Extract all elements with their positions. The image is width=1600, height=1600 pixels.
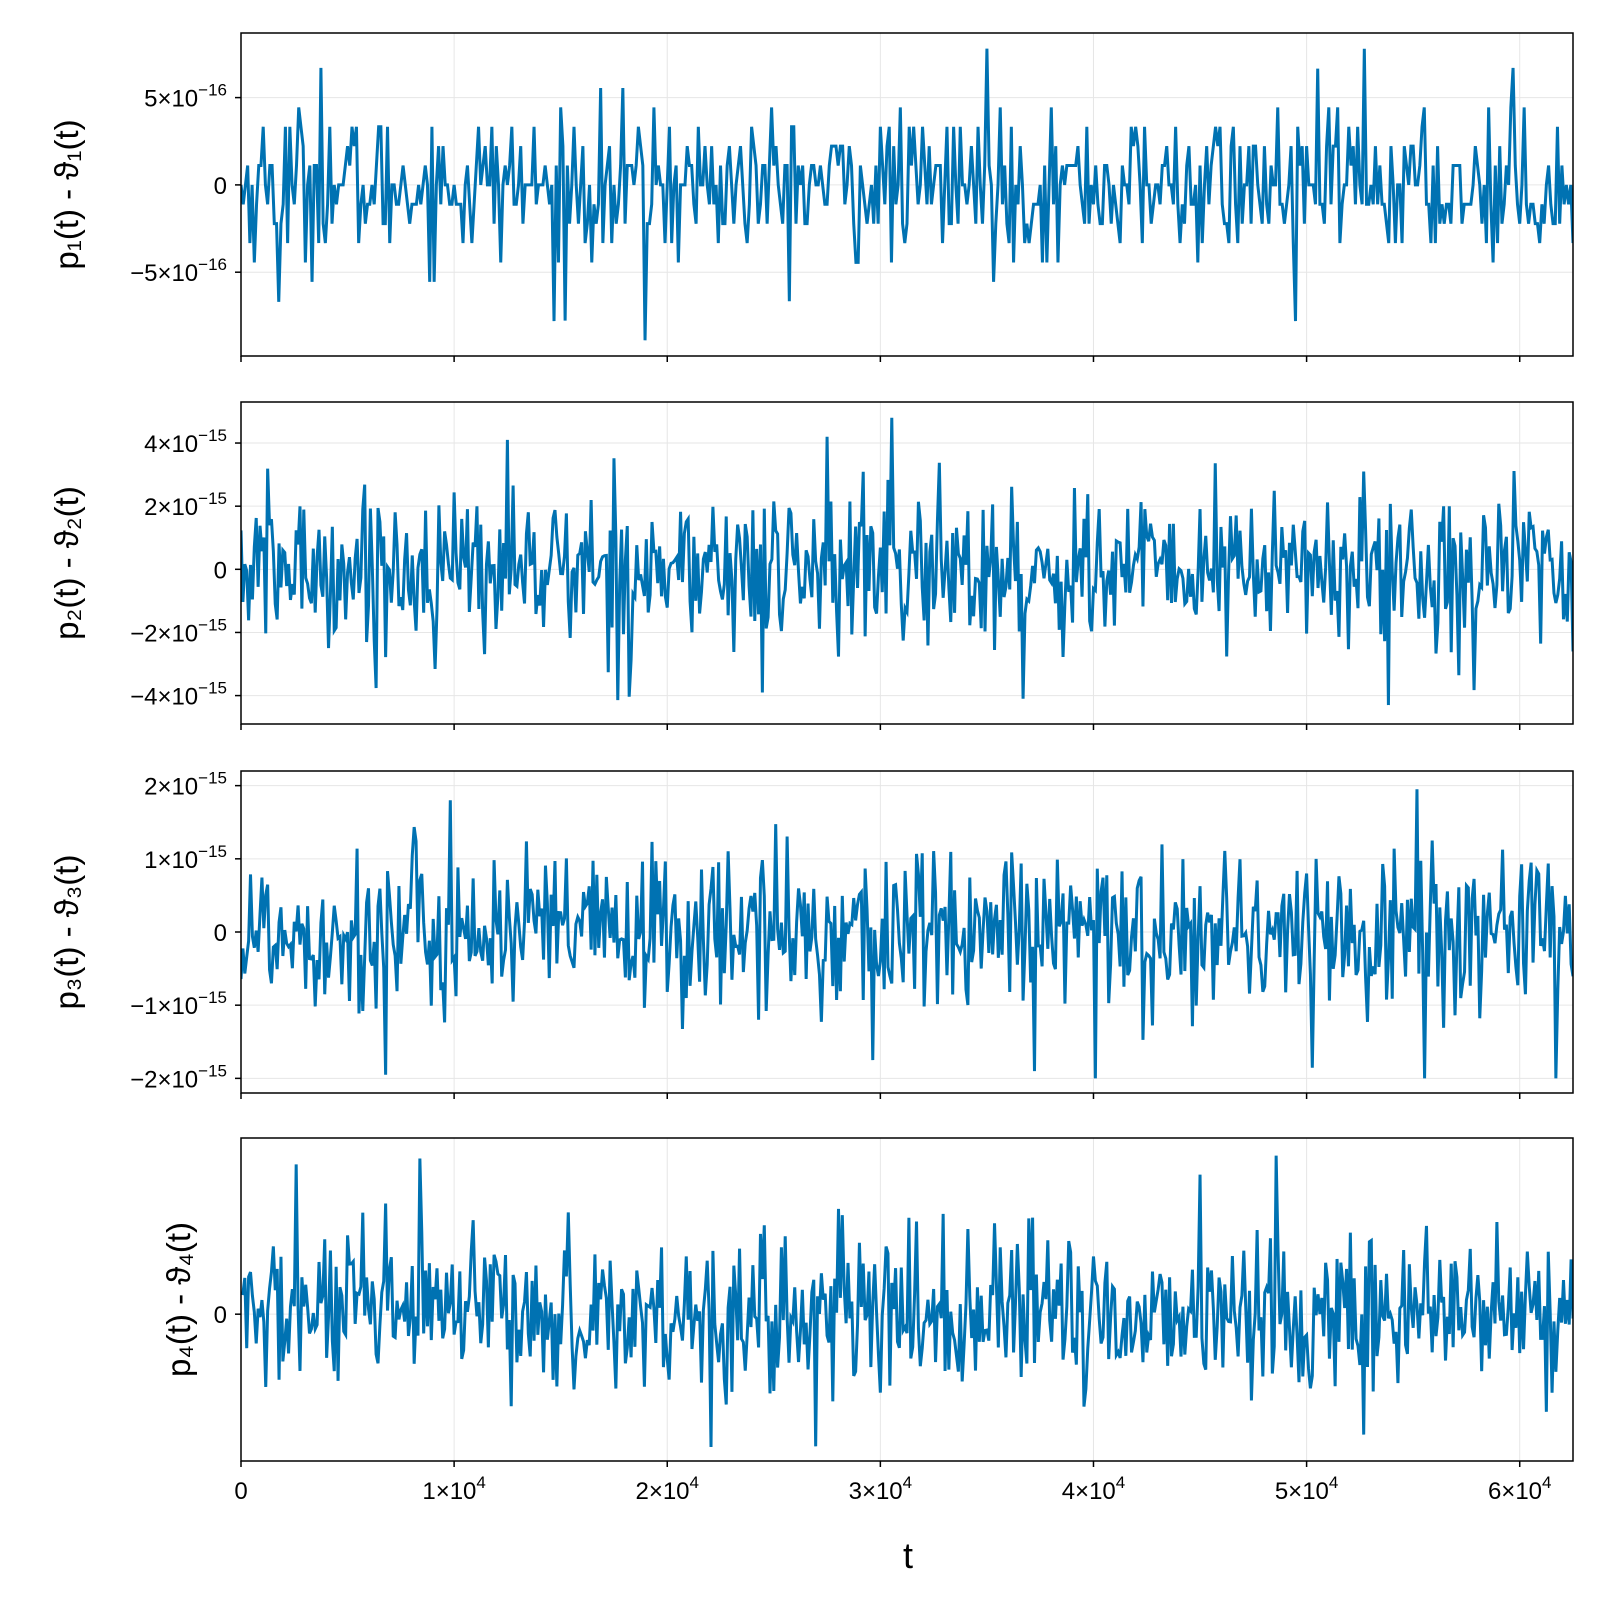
x-tick-label: 3×104 [849, 1473, 913, 1505]
y-tick-label: 2×10−15 [144, 489, 227, 521]
x-tick-label: 6×104 [1488, 1473, 1552, 1505]
y-tick-label: −1×10−15 [130, 988, 227, 1020]
plot-frame [240, 401, 1574, 725]
x-axis-label: t [903, 1535, 913, 1576]
y-tick-label: 4×10−15 [144, 426, 227, 458]
x-tick-label: 5×104 [1275, 1473, 1339, 1505]
y-tick-label: 0 [214, 1302, 227, 1329]
y-tick-label: 2×10−15 [144, 769, 227, 801]
x-tick-label: 2×104 [635, 1473, 699, 1505]
panel-4: 0 0 1×104 2×104 3×104 4×104 5×104 6×104 p₄(t) - … [160, 1137, 1574, 1505]
y-tick-label: 1×10−15 [144, 842, 227, 874]
y-axis-label: p₂(t) - ϑ₂(t) [48, 486, 85, 640]
y-axis-label: p₃(t) - ϑ₃(t) [48, 855, 85, 1010]
x-tick-label: 1×104 [422, 1473, 486, 1505]
plot-frame [240, 32, 1574, 357]
panel-2: −4×10−15 −2×10−15 0 2×10−15 4×10−15 p₂(t) - ϑ… [48, 401, 1574, 730]
y-axis-label: p₄(t) - ϑ₄(t) [160, 1222, 197, 1377]
y-tick-label: −2×10−15 [130, 1061, 227, 1093]
series-line [241, 48, 1573, 341]
series-line [241, 1155, 1573, 1448]
panel-1: −5×10−16 0 5×10−16 p₁(t) - ϑ₁(t) [48, 32, 1574, 362]
y-axis-label: p₁(t) - ϑ₁(t) [48, 119, 85, 269]
series-line [241, 417, 1573, 706]
y-tick-label: −4×10−15 [130, 679, 227, 711]
series-line [241, 789, 1573, 1079]
y-tick-label: −2×10−15 [130, 615, 227, 647]
y-tick-label: 0 [214, 173, 227, 200]
y-tick-label: 0 [214, 920, 227, 947]
plot-frame [240, 1137, 1574, 1462]
x-tick-label: 0 [234, 1478, 247, 1505]
y-tick-label: 0 [214, 557, 227, 584]
panel-3: −2×10−15 −1×10−15 0 1×10−15 2×10−15 p₃(t) - ϑ… [48, 769, 1574, 1099]
y-tick-label: 5×10−16 [144, 81, 227, 113]
x-tick-label: 4×104 [1062, 1473, 1126, 1505]
y-tick-label: −5×10−16 [130, 255, 227, 287]
